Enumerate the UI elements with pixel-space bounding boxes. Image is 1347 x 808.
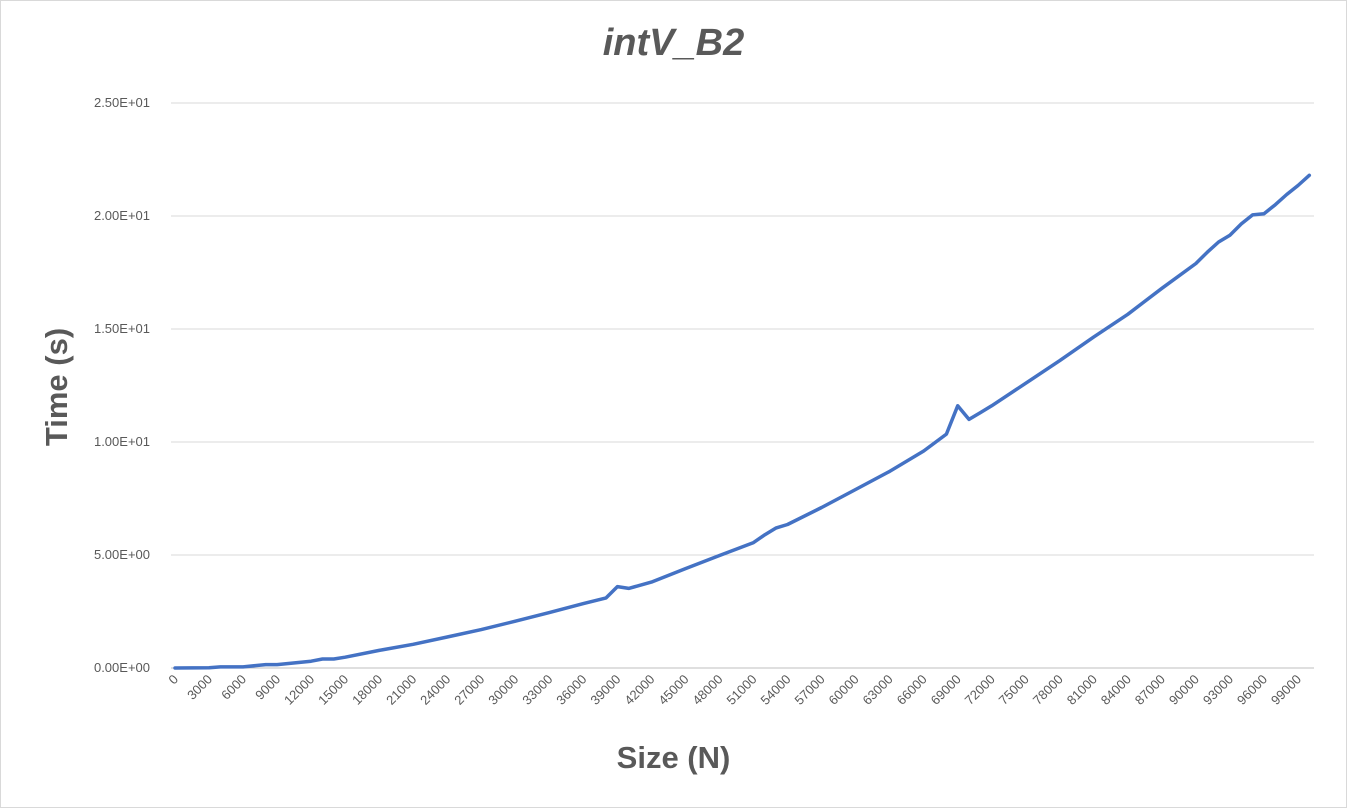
x-tick-labels: 0 3000 6000 9000120001500018000210002400027…	[165, 672, 1304, 708]
x-tick-label: 54000	[757, 672, 793, 708]
gridlines	[171, 102, 1314, 669]
x-tick-label: 39000	[587, 672, 623, 708]
x-tick-label: 96000	[1234, 672, 1270, 708]
x-tick-label: 75000	[996, 672, 1032, 708]
y-tick-label: 0.00E+00	[94, 660, 150, 675]
x-tick-label: 93000	[1200, 672, 1236, 708]
x-tick-label: 12000	[281, 672, 317, 708]
x-tick-label: 27000	[451, 672, 487, 708]
x-tick-label: 42000	[621, 672, 657, 708]
x-tick-label: 15000	[315, 672, 351, 708]
x-tick-label: 51000	[723, 672, 759, 708]
x-tick-label: 78000	[1030, 672, 1066, 708]
x-tick-label: 36000	[553, 672, 589, 708]
x-tick-label: 0	[165, 672, 181, 688]
x-tick-label: 87000	[1132, 672, 1168, 708]
series-layer	[173, 173, 1312, 670]
x-tick-label: 18000	[349, 672, 385, 708]
x-tick-label: 69000	[928, 672, 964, 708]
x-tick-label: 33000	[519, 672, 555, 708]
y-tick-label: 1.50E+01	[94, 321, 150, 336]
x-tick-label: 6000	[218, 672, 249, 703]
x-tick-label: 99000	[1268, 672, 1304, 708]
y-tick-labels: 0.00E+00 5.00E+00 1.00E+01 1.50E+01 2.00E+01…	[94, 95, 150, 675]
x-tick-label: 57000	[792, 672, 828, 708]
x-tick-label: 24000	[417, 672, 453, 708]
x-tick-label: 30000	[485, 672, 521, 708]
series-line-0	[173, 173, 1312, 670]
x-tick-label: 84000	[1098, 672, 1134, 708]
y-tick-label: 2.50E+01	[94, 95, 150, 110]
y-tick-label: 1.00E+01	[94, 434, 150, 449]
x-tick-label: 21000	[383, 672, 419, 708]
x-axis-label: Size (N)	[616, 740, 731, 775]
x-tick-label: 60000	[826, 672, 862, 708]
x-tick-label: 81000	[1064, 672, 1100, 708]
x-tick-label: 72000	[962, 672, 998, 708]
x-tick-label: 9000	[252, 672, 283, 703]
x-tick-label: 48000	[689, 672, 725, 708]
y-tick-label: 5.00E+00	[94, 547, 150, 562]
x-tick-label: 45000	[655, 672, 691, 708]
x-tick-label: 90000	[1166, 672, 1202, 708]
x-tick-label: 3000	[184, 672, 215, 703]
y-tick-label: 2.00E+01	[94, 208, 150, 223]
chart-title: intV_B2	[602, 22, 745, 64]
x-tick-label: 63000	[860, 672, 896, 708]
x-tick-label: 66000	[894, 672, 930, 708]
